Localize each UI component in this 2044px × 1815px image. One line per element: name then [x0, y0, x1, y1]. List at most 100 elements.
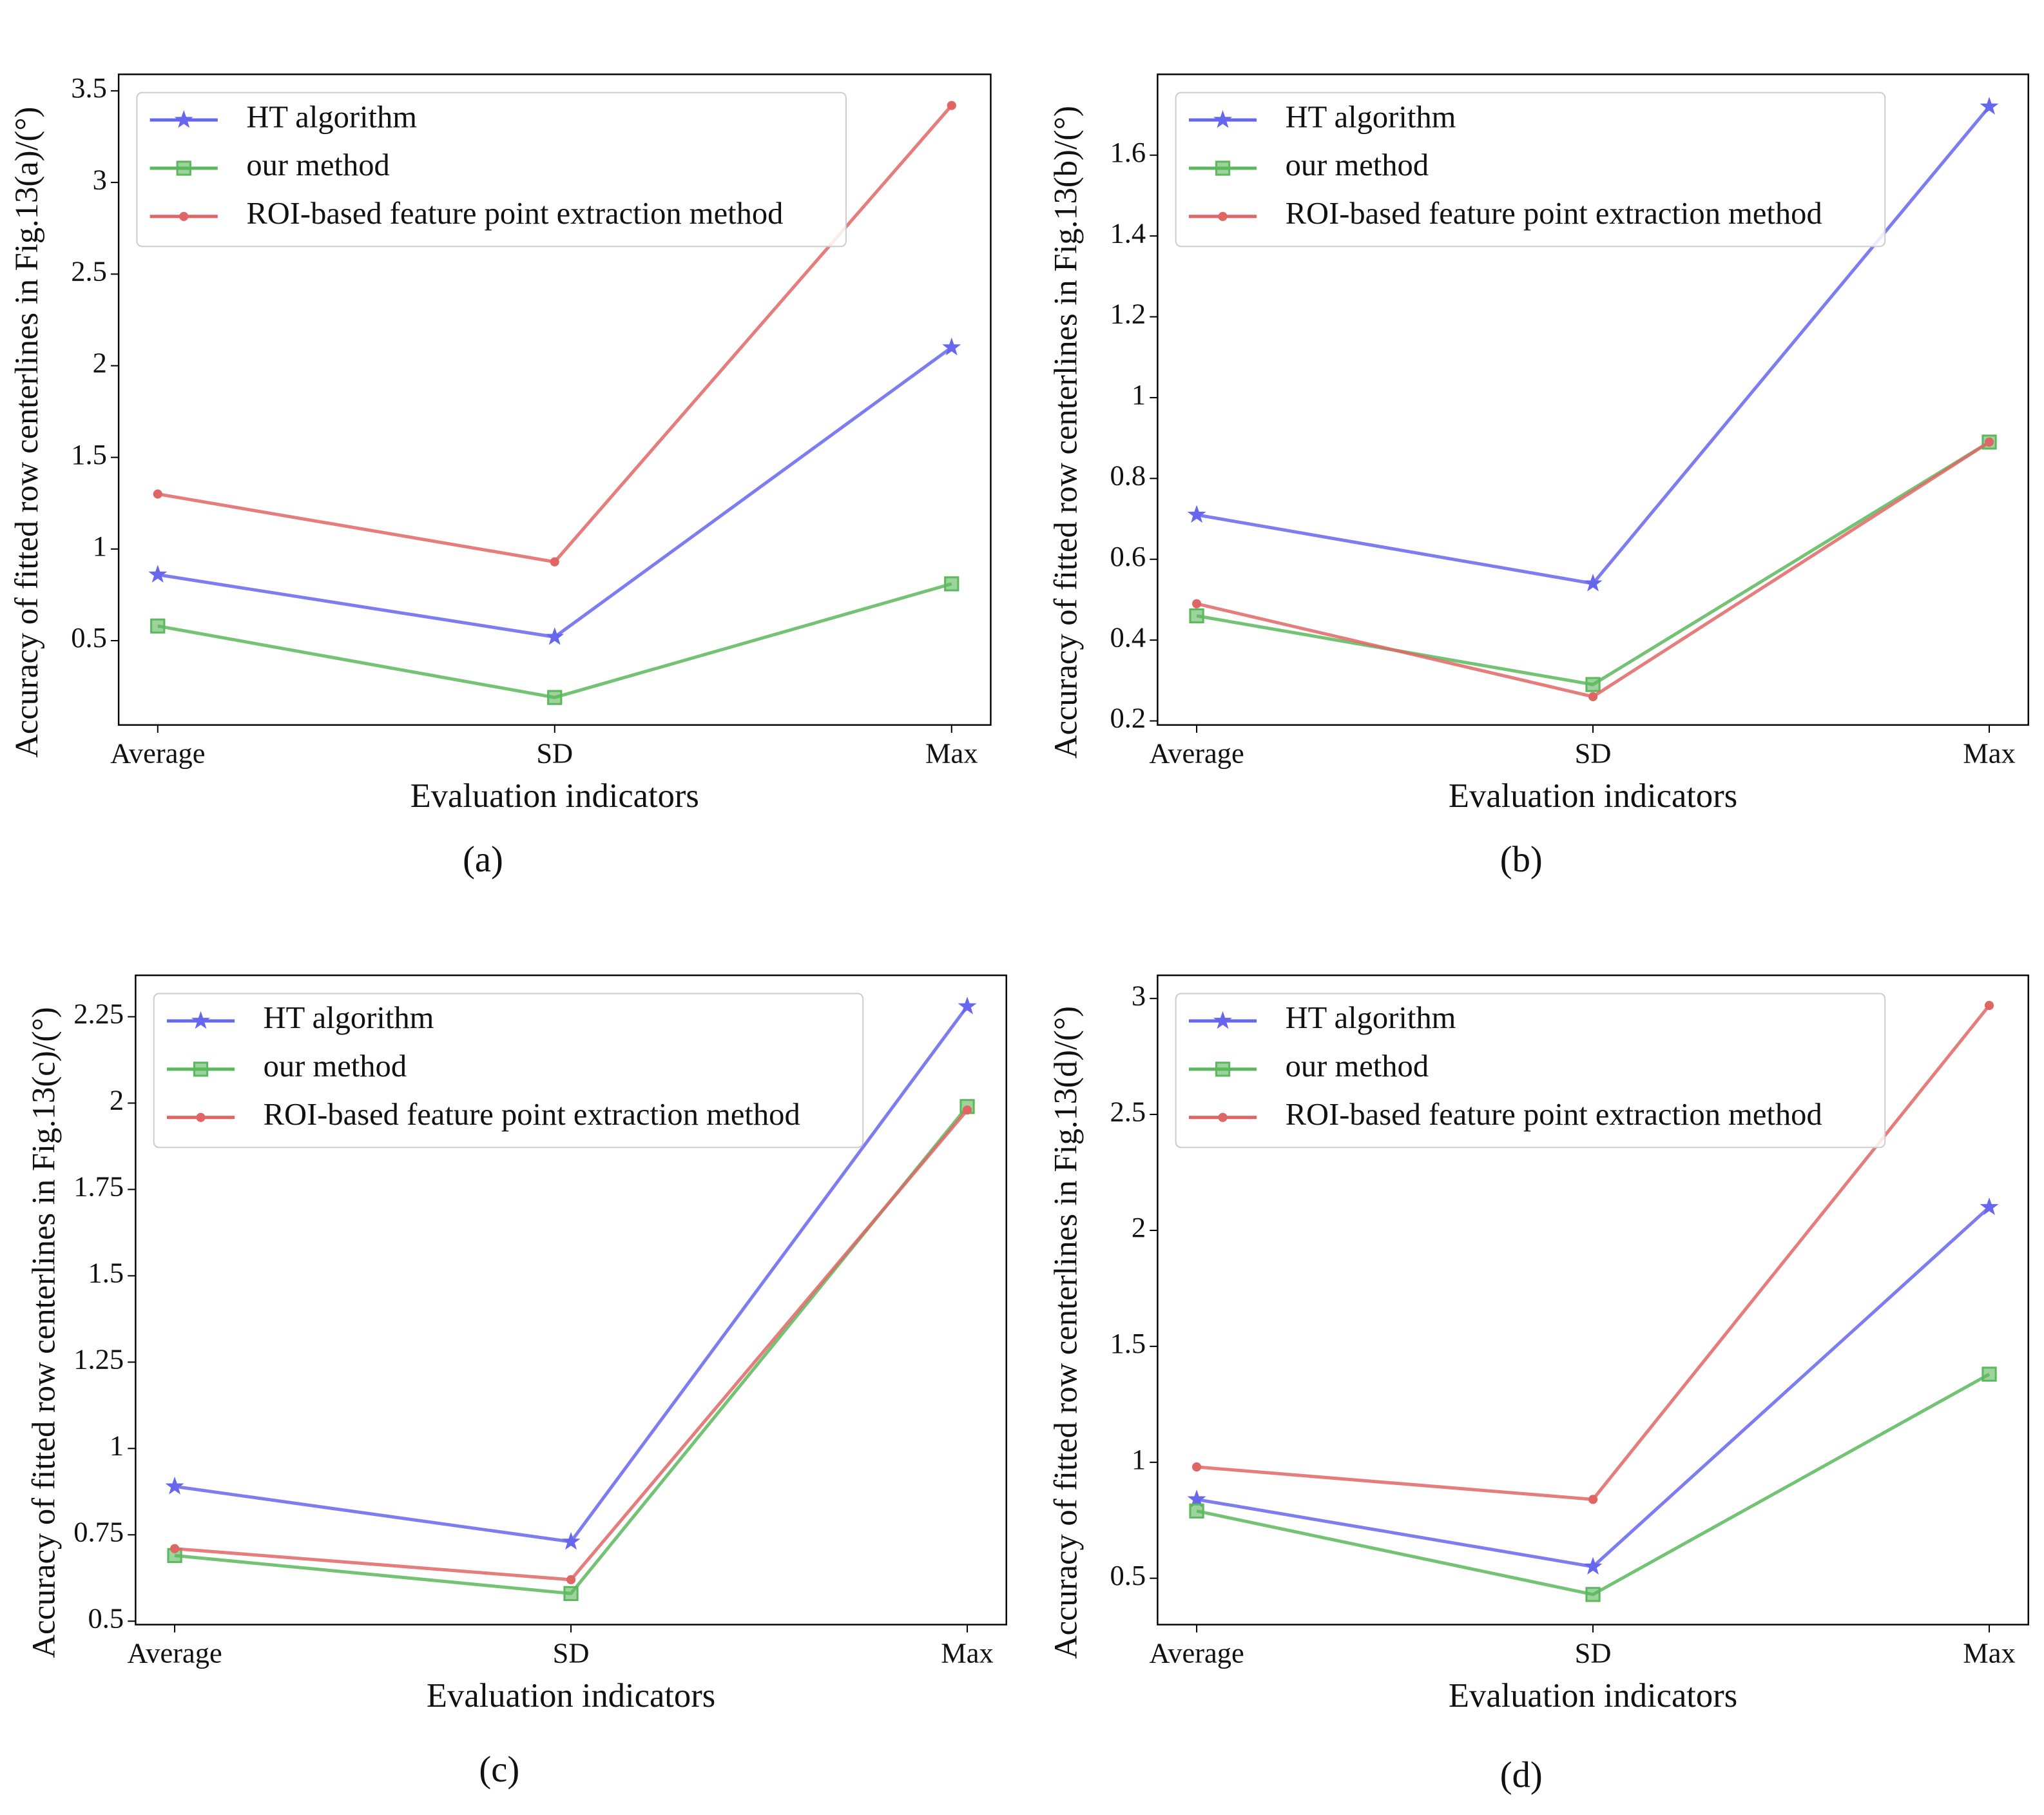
legend-label: ROI-based feature point extraction metho… — [1286, 1097, 1822, 1132]
y-tick-label: 0.5 — [88, 1602, 124, 1634]
data-point — [1984, 437, 1994, 447]
data-point — [545, 627, 564, 645]
y-tick-label: 2 — [93, 347, 107, 379]
x-tick-label: Average — [1149, 1636, 1244, 1669]
legend-marker — [1215, 1062, 1231, 1077]
y-tick-label: 1 — [1132, 378, 1146, 411]
data-point — [1583, 574, 1603, 592]
legend-marker — [179, 211, 189, 221]
legend-label: our method — [264, 1049, 407, 1083]
legend-box — [136, 92, 847, 248]
y-axis-label: Accuracy of fitted row centerlines in Fi… — [25, 1007, 61, 1658]
data-point — [1588, 692, 1598, 701]
legend-label: HT algorithm — [246, 99, 417, 134]
y-axis-label: Accuracy of fitted row centerlines in Fi… — [1047, 106, 1083, 759]
data-point — [1187, 1490, 1206, 1508]
legend-marker — [1218, 211, 1228, 221]
series-line — [1196, 440, 1991, 699]
y-tick-label: 3 — [93, 163, 107, 195]
y-tick-label: 0.2 — [1110, 702, 1146, 734]
y-tick-label: 1.5 — [88, 1257, 124, 1289]
y-tick-label: 1.4 — [1110, 217, 1146, 249]
x-tick-label: SD — [536, 737, 573, 770]
data-point — [942, 337, 961, 356]
y-tick-label: 1.25 — [73, 1343, 124, 1375]
legend-label: ROI-based feature point extraction metho… — [246, 196, 783, 231]
data-point — [1585, 1587, 1601, 1602]
y-tick-label: 1 — [110, 1430, 124, 1462]
y-tick-label: 0.4 — [1110, 621, 1146, 653]
y-tick-label: 2 — [110, 1084, 124, 1116]
legend-marker — [1213, 1011, 1233, 1029]
legend-label: HT algorithm — [1286, 99, 1456, 134]
y-tick-label: 1 — [1132, 1443, 1146, 1475]
x-tick-label: Max — [925, 737, 978, 770]
data-point — [1980, 97, 1999, 115]
y-tick-label: 0.75 — [73, 1516, 124, 1548]
series-line — [1196, 440, 1991, 686]
x-axis-label: Evaluation indicators — [427, 1677, 715, 1714]
x-tick-label: SD — [553, 1636, 590, 1669]
x-tick-label: Average — [127, 1636, 222, 1669]
legend-marker — [1218, 1112, 1228, 1122]
x-tick-label: Average — [1149, 737, 1244, 770]
series-line — [174, 1105, 969, 1596]
y-tick-label: 1.5 — [1110, 1327, 1146, 1359]
y-tick-label: 0.5 — [1110, 1559, 1146, 1591]
caption: (b) — [1500, 840, 1543, 880]
data-point — [958, 996, 977, 1014]
y-axis-label: Accuracy of fitted row centerlines in Fi… — [8, 107, 44, 758]
y-tick-label: 1.75 — [73, 1170, 124, 1203]
x-tick-label: Average — [110, 737, 205, 770]
legend-box — [1175, 92, 1886, 248]
y-tick-label: 1 — [93, 530, 107, 562]
y-tick-label: 1.6 — [1110, 136, 1146, 168]
x-axis-label: Evaluation indicators — [410, 777, 699, 815]
y-tick-label: 1.2 — [1110, 298, 1146, 330]
data-point — [1191, 1462, 1202, 1472]
legend-label: our method — [1286, 1049, 1429, 1083]
caption: (d) — [1500, 1755, 1543, 1795]
x-axis-label: Evaluation indicators — [1449, 1677, 1737, 1714]
legend-marker — [1213, 110, 1233, 128]
data-point — [1980, 1197, 1999, 1216]
data-point — [1588, 1495, 1598, 1504]
data-point — [1583, 1557, 1603, 1575]
data-point — [550, 557, 559, 567]
data-point — [962, 1105, 972, 1115]
data-point — [1189, 608, 1204, 624]
legend-marker — [193, 1062, 209, 1077]
legend-label: our method — [246, 148, 389, 182]
y-tick-label: 3 — [1132, 979, 1146, 1011]
legend-marker — [191, 1011, 211, 1029]
legend-marker — [1215, 160, 1231, 176]
data-point — [1984, 1000, 1994, 1011]
y-tick-label: 0.8 — [1110, 460, 1146, 492]
y-tick-label: 2.25 — [73, 998, 124, 1030]
y-tick-label: 1.5 — [71, 438, 107, 471]
legend-label: our method — [1286, 148, 1429, 182]
series-line — [157, 345, 953, 639]
legend-label: ROI-based feature point extraction metho… — [264, 1097, 800, 1132]
data-point — [150, 618, 166, 634]
data-point — [947, 101, 956, 110]
legend-marker — [174, 110, 193, 128]
data-point — [1189, 1503, 1204, 1519]
x-tick-label: Max — [1963, 737, 2016, 770]
x-tick-label: SD — [1575, 1636, 1612, 1669]
caption: (c) — [479, 1750, 519, 1790]
data-point — [169, 1544, 180, 1553]
y-tick-label: 3.5 — [71, 72, 107, 104]
data-point — [153, 489, 162, 499]
y-tick-label: 0.5 — [71, 621, 107, 654]
legend-label: HT algorithm — [264, 1000, 434, 1035]
legend-box — [153, 993, 864, 1149]
data-point — [1981, 1366, 1997, 1382]
legend-label: HT algorithm — [1286, 1000, 1456, 1035]
legend-box — [1175, 993, 1886, 1149]
y-tick-label: 2.5 — [71, 255, 107, 287]
legend-marker — [176, 160, 191, 176]
data-point — [1187, 505, 1206, 523]
